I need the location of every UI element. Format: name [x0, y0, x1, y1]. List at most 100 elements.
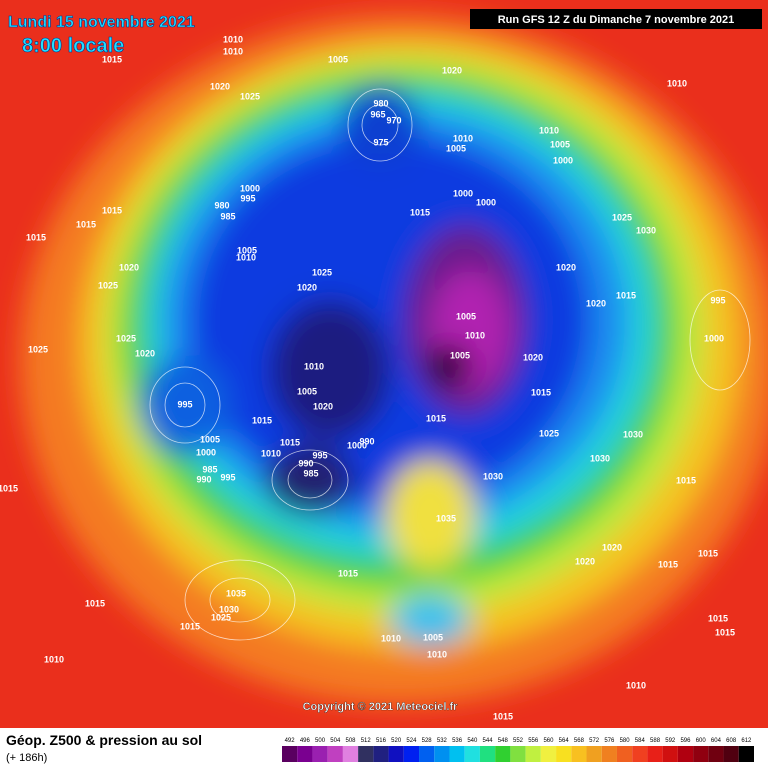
color-swatch	[388, 746, 404, 762]
map-time: 8:00 locale	[22, 35, 124, 57]
scale-label: 540	[467, 738, 478, 744]
isobar-label: 995	[710, 295, 725, 305]
isobar-label: 1010	[539, 125, 559, 135]
scale-label: 548	[498, 738, 509, 744]
isobar-label: 1020	[210, 81, 230, 91]
copyright: Copyright © 2021 Meteociel.fr	[303, 701, 459, 713]
isobar-label: 1005	[446, 143, 466, 153]
scale-label: 516	[376, 738, 387, 744]
scale-label: 512	[361, 738, 372, 744]
scale-label: 524	[406, 738, 417, 744]
isobar-label: 1020	[602, 542, 622, 552]
isobar-label: 1010	[667, 78, 687, 88]
geopotential-field	[20, 15, 768, 705]
scale-label: 536	[452, 738, 463, 744]
isobar-label: 1025	[116, 333, 136, 343]
color-swatch	[419, 746, 435, 762]
isobar-label: 1020	[442, 65, 462, 75]
color-swatch	[525, 746, 541, 762]
scale-label: 532	[437, 738, 448, 744]
map-date: Lundi 15 novembre 2021	[8, 14, 195, 31]
color-swatch	[479, 746, 496, 762]
color-swatch	[601, 746, 617, 762]
scale-label: 584	[635, 738, 646, 744]
isobar-label: 1030	[219, 604, 239, 614]
scale-label: 496	[300, 738, 311, 744]
scale-label: 560	[543, 738, 554, 744]
isobar-label: 1030	[636, 225, 656, 235]
isobar-label: 1015	[493, 711, 513, 721]
scale-label: 588	[650, 738, 661, 744]
color-swatch	[342, 746, 359, 762]
isobar-label: 975	[373, 137, 388, 147]
isobar-label: 1015	[102, 205, 122, 215]
color-swatch	[677, 746, 694, 762]
isobar-label: 1005	[550, 139, 570, 149]
isobar-label: 1005	[237, 245, 257, 255]
scale-label: 608	[726, 738, 737, 744]
run-box	[470, 9, 762, 29]
scale-label: 520	[391, 738, 402, 744]
isobar-label: 1010	[304, 361, 324, 371]
isobar-label: 1015	[715, 627, 735, 637]
scale-label: 508	[346, 738, 357, 744]
isobar-label: 990	[196, 474, 211, 484]
color-swatch	[616, 746, 633, 762]
isobar-label: 1015	[676, 475, 696, 485]
isobar-label: 1005	[297, 386, 317, 396]
scale-label: 580	[620, 738, 631, 744]
scale-label: 604	[711, 738, 722, 744]
color-scale: 492 496 500 504 508 512 516 520 524 528 532 536 540 5…	[282, 738, 754, 762]
scale-label: 572	[589, 738, 600, 744]
run-info: Run GFS 12 Z du Dimanche 7 novembre 2021	[498, 14, 735, 26]
color-swatch	[464, 746, 480, 762]
isobar-label: 1005	[328, 54, 348, 64]
color-swatch	[556, 746, 572, 762]
color-swatch	[495, 746, 511, 762]
isobar-label: 1010	[44, 654, 64, 664]
isobar-label: 995	[240, 193, 255, 203]
isobar-label: 1020	[556, 262, 576, 272]
color-swatch	[540, 746, 557, 762]
scale-label: 556	[528, 738, 539, 744]
color-swatch	[327, 746, 343, 762]
isobar-label: 1010	[381, 633, 401, 643]
isobar-label: 1000	[240, 183, 260, 193]
isobar-label: 1020	[297, 282, 317, 292]
isobar-label: 965	[370, 109, 385, 119]
isobar-label: 1035	[226, 588, 246, 598]
color-swatch	[662, 746, 678, 762]
isobar-label: 1030	[483, 471, 503, 481]
isobar-label: 995	[220, 472, 235, 482]
isobar-label: 1015	[102, 54, 122, 64]
isobar-label: 1025	[539, 428, 559, 438]
color-swatch	[738, 746, 754, 762]
scale-label: 552	[513, 738, 524, 744]
isobar-label: 1000	[196, 447, 216, 457]
scale-label: 592	[665, 738, 676, 744]
color-swatch	[693, 746, 709, 762]
isobar-label: 1015	[0, 483, 18, 493]
color-swatch	[449, 746, 465, 762]
isobar-label: 1025	[312, 267, 332, 277]
isobar-label: 970	[386, 115, 401, 125]
isobar-label: 1000	[453, 188, 473, 198]
isobar-label: 1010	[261, 448, 281, 458]
isobar-label: 1020	[313, 401, 333, 411]
isobar-label: 995	[312, 450, 327, 460]
isobar-label: 1015	[410, 207, 430, 217]
scale-label: 528	[422, 738, 433, 744]
isobar-label: 1010	[626, 680, 646, 690]
isobar-label: 1015	[658, 559, 678, 569]
isobar-label: 1020	[119, 262, 139, 272]
color-swatch	[297, 746, 313, 762]
isobar-label: 1015	[698, 548, 718, 558]
isobar-label: 1010	[465, 330, 485, 340]
color-swatch	[403, 746, 420, 762]
isobar-label: 990	[298, 458, 313, 468]
isobar-label: 1000	[704, 333, 724, 343]
isobar-label: 1030	[623, 429, 643, 439]
scale-label: 596	[680, 738, 691, 744]
isobar-label: 1015	[85, 598, 105, 608]
isobar-label: 995	[177, 399, 192, 409]
